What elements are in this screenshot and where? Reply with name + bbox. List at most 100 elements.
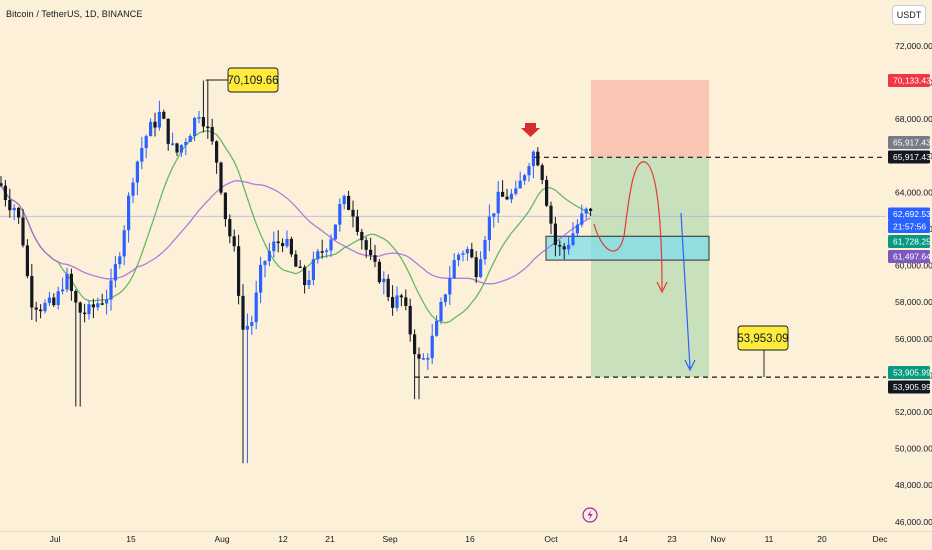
candle: [399, 295, 403, 298]
candle: [166, 118, 170, 144]
candle: [536, 151, 540, 166]
candle: [518, 180, 522, 189]
price-label-tag: [888, 150, 930, 164]
candle: [408, 305, 412, 335]
candle: [8, 199, 12, 211]
currency-selector[interactable]: USDT: [892, 5, 926, 25]
x-tick-label: 11: [765, 534, 774, 544]
candle: [311, 259, 315, 281]
stop-loss-zone: [591, 80, 709, 158]
candle: [3, 185, 7, 200]
candle: [580, 213, 584, 225]
candle: [562, 246, 566, 250]
candle: [347, 195, 351, 210]
blue-arrow-head: [684, 359, 696, 372]
ma-slow-line: [0, 180, 591, 285]
x-tick-label: Aug: [214, 534, 229, 544]
y-tick-label: 48,000.00: [895, 480, 932, 490]
candle: [571, 233, 575, 245]
x-axis-ticks: Jul 15 Aug 12 21 Sep 16 Oct 14 23 Nov 11 20 Dec: [50, 534, 889, 544]
candle: [12, 207, 16, 211]
candle: [584, 208, 588, 214]
price-callout-box: [737, 325, 789, 351]
candle: [492, 213, 496, 217]
trade-zones: [0, 80, 886, 378]
candle: [34, 307, 38, 310]
candle: [43, 302, 47, 312]
candle: [360, 231, 364, 241]
candle: [373, 255, 377, 262]
candle: [285, 238, 289, 247]
candle: [78, 302, 82, 313]
candle: [105, 299, 109, 304]
candle: [448, 278, 452, 295]
price-label-tag: [888, 366, 930, 379]
lightning-icon[interactable]: [582, 507, 598, 523]
candle: [342, 195, 346, 205]
candle: [501, 191, 505, 197]
demand-zone: [545, 235, 710, 261]
y-tick-label: 58,000.00: [895, 297, 932, 307]
candle: [553, 223, 557, 245]
candle: [281, 243, 285, 247]
y-tick-label: 46,000.00: [895, 517, 932, 527]
x-tick-label: 21: [325, 534, 335, 544]
x-tick-label: 16: [465, 534, 475, 544]
candle: [69, 273, 73, 292]
candle: [329, 239, 333, 251]
candle: [241, 295, 245, 330]
candle: [307, 280, 311, 286]
x-tick-label: Sep: [382, 534, 397, 544]
candle: [91, 304, 95, 308]
candle: [404, 297, 408, 306]
candle: [303, 267, 307, 286]
candle: [417, 354, 421, 359]
y-tick-label: 64,000.00: [895, 187, 932, 197]
price-label-tag: [888, 235, 930, 248]
candle: [100, 303, 104, 305]
candle: [228, 219, 232, 237]
candle: [25, 245, 29, 277]
candle: [474, 257, 478, 278]
candle: [558, 244, 562, 247]
candle: [351, 209, 355, 217]
candle: [386, 278, 390, 297]
candle: [382, 278, 386, 283]
chart-title: Bitcoin / TetherUS, 1D, BINANCE: [6, 9, 143, 19]
candle: [153, 121, 157, 128]
candle: [426, 358, 430, 360]
candle: [496, 191, 500, 214]
candle: [443, 294, 447, 302]
price-label-text: 53,905.99: [893, 368, 931, 378]
price-callout-box: [227, 67, 279, 93]
y-tick-label: 56,000.00: [895, 334, 932, 344]
candle: [320, 251, 324, 253]
candle: [223, 192, 227, 220]
candle: [197, 117, 201, 119]
candle: [87, 304, 91, 315]
moving-averages: [0, 130, 591, 324]
candle: [17, 207, 21, 218]
candle: [435, 320, 439, 336]
candle: [113, 264, 117, 281]
y-tick-label: 52,000.00: [895, 407, 932, 417]
price-label-tag: [888, 220, 930, 233]
y-tick-label: 72,000.00: [895, 41, 932, 51]
candle: [439, 301, 443, 321]
candle: [364, 240, 368, 250]
candle: [61, 289, 65, 292]
candle: [461, 253, 465, 255]
take-profit-zone: [591, 157, 709, 378]
candle: [298, 266, 302, 269]
candle: [193, 117, 197, 136]
candle: [259, 264, 263, 293]
price-callout-text: 53,953.09: [737, 333, 788, 345]
candle: [131, 182, 135, 196]
candle: [201, 117, 205, 127]
candle: [210, 126, 214, 142]
candle: [505, 196, 509, 200]
price-axis[interactable]: [886, 0, 932, 532]
candle: [232, 236, 236, 247]
